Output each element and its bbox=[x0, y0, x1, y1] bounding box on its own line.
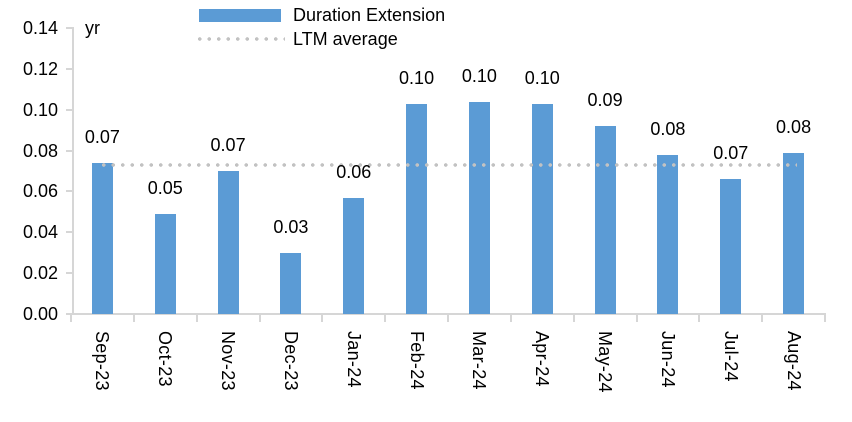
x-axis-label-aug-24: Aug-24 bbox=[783, 331, 804, 391]
x-axis-label-jun-24: Jun-24 bbox=[657, 331, 678, 388]
bar-feb-24 bbox=[406, 103, 428, 314]
y-axis-tick bbox=[66, 272, 73, 275]
bar-value-label: 0.08 bbox=[650, 118, 686, 139]
x-axis-tick bbox=[635, 315, 638, 322]
y-axis-tick-label: 0.14 bbox=[22, 18, 58, 38]
ltm-average-line bbox=[99, 162, 797, 167]
x-axis-tick bbox=[447, 315, 449, 322]
x-axis-label-sep-23: Sep-23 bbox=[92, 331, 113, 391]
x-axis-label-may-24: May-24 bbox=[595, 331, 616, 393]
x-axis-line bbox=[71, 313, 826, 315]
bar-value-label: 0.10 bbox=[461, 65, 497, 86]
bar-value-label: 0.09 bbox=[587, 90, 623, 111]
bar-may-24 bbox=[594, 126, 616, 314]
x-axis-label-mar-24: Mar-24 bbox=[469, 331, 490, 390]
bar-jan-24 bbox=[343, 197, 365, 314]
y-axis-tick bbox=[66, 190, 73, 193]
y-axis-tick-label: 0.04 bbox=[22, 222, 58, 243]
bar-value-label: 0.07 bbox=[210, 135, 246, 155]
bar-value-label: 0.05 bbox=[147, 177, 183, 198]
bar-jun-24 bbox=[657, 154, 679, 314]
bar-value-label: 0.08 bbox=[776, 116, 812, 137]
y-axis-tick bbox=[66, 149, 73, 152]
bar-aug-24 bbox=[783, 152, 805, 314]
y-axis-tick bbox=[66, 67, 73, 70]
legend: Duration Extension LTM average bbox=[195, 3, 445, 51]
legend-swatch-slot bbox=[195, 8, 285, 22]
bar-sep-23 bbox=[91, 162, 113, 314]
bar-jul-24 bbox=[720, 179, 742, 314]
x-axis-label-nov-23: Nov-23 bbox=[218, 331, 239, 391]
x-axis-label-jan-24: Jan-24 bbox=[343, 331, 364, 388]
bar-oct-23 bbox=[154, 213, 176, 314]
bar-value-label: 0.10 bbox=[399, 67, 435, 88]
x-axis-label-dec-23: Dec-23 bbox=[280, 331, 301, 391]
bar-dec-23 bbox=[280, 252, 302, 314]
bar-nov-23 bbox=[217, 171, 239, 314]
x-axis-tick bbox=[70, 315, 72, 322]
x-axis-label-oct-23: Oct-23 bbox=[155, 331, 176, 387]
bar-value-label: 0.10 bbox=[524, 67, 560, 88]
bar-value-label: 0.03 bbox=[273, 216, 309, 237]
x-axis-tick bbox=[258, 315, 261, 322]
x-axis-label-jul-24: Jul-24 bbox=[720, 331, 741, 382]
y-axis-tick-label: 0.08 bbox=[22, 140, 58, 161]
x-axis-tick bbox=[698, 315, 701, 322]
legend-item-ltm-average: LTM average bbox=[195, 27, 445, 51]
x-axis-tick bbox=[572, 315, 575, 322]
x-axis-tick bbox=[384, 315, 387, 322]
y-axis-tick-label: 0.10 bbox=[22, 99, 58, 120]
y-axis-tick-label: 0.12 bbox=[22, 58, 58, 79]
x-axis-tick bbox=[509, 315, 512, 322]
y-axis-unit-label: yr bbox=[85, 18, 100, 38]
bar-value-label: 0.07 bbox=[713, 143, 749, 164]
x-axis-tick bbox=[761, 315, 764, 322]
bar-value-label: 0.06 bbox=[336, 161, 372, 182]
y-axis-tick-label: 0.02 bbox=[22, 263, 58, 284]
x-axis-tick bbox=[195, 315, 198, 322]
y-axis-tick bbox=[66, 313, 73, 315]
y-axis-tick bbox=[66, 27, 73, 29]
y-axis-tick-label: 0.06 bbox=[22, 181, 58, 202]
legend-item-duration-extension: Duration Extension bbox=[195, 3, 445, 27]
legend-swatch-slot bbox=[195, 37, 285, 41]
y-axis-tick bbox=[66, 108, 73, 111]
y-axis-tick bbox=[66, 231, 73, 234]
bar-value-label: 0.07 bbox=[84, 126, 120, 147]
x-axis-label-apr-24: Apr-24 bbox=[532, 331, 553, 387]
y-axis-line bbox=[72, 27, 74, 315]
bar-apr-24 bbox=[531, 103, 553, 314]
y-axis-tick-label: 0.00 bbox=[22, 304, 58, 324]
x-axis-label-feb-24: Feb-24 bbox=[406, 331, 427, 390]
legend-label-ltm-average: LTM average bbox=[293, 29, 398, 49]
dotted-line-swatch-icon bbox=[195, 37, 285, 41]
x-axis-tick bbox=[321, 315, 324, 322]
x-axis-tick bbox=[824, 315, 826, 322]
x-axis-tick bbox=[132, 315, 135, 322]
bar-swatch-icon bbox=[199, 8, 281, 22]
legend-label-duration-extension: Duration Extension bbox=[293, 5, 446, 25]
bar-mar-24 bbox=[468, 101, 490, 314]
